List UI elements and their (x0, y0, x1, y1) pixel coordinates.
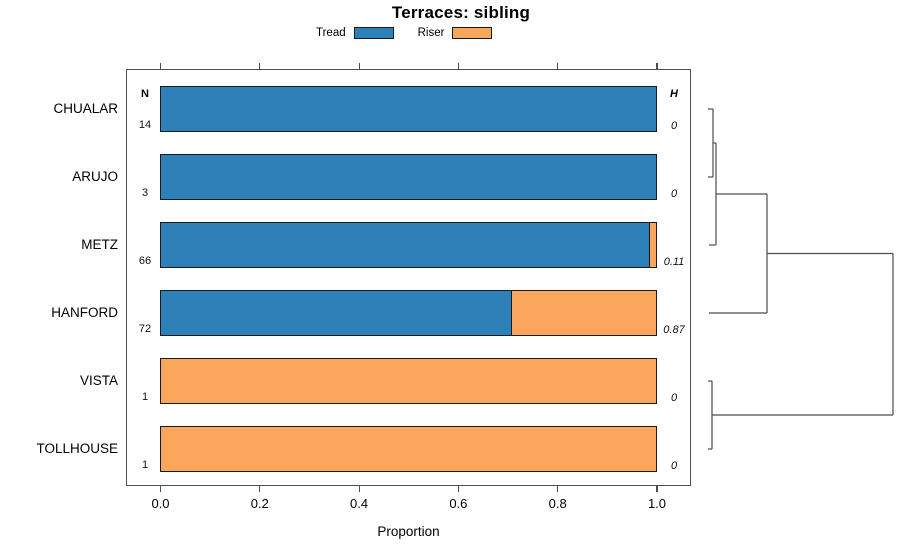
axis-tick-label: 0.6 (449, 496, 468, 511)
axis-tick-bottom (656, 486, 658, 492)
legend-swatch-riser-icon (452, 27, 493, 39)
category-label: VISTA (79, 373, 118, 388)
tread-segment (161, 223, 649, 267)
tread-segment (161, 291, 512, 335)
h-value: 0 (670, 459, 678, 472)
axis-tick-bottom (159, 486, 162, 492)
axis-tick-bottom (358, 486, 360, 492)
axis-tick-top (159, 63, 162, 69)
n-value: 3 (141, 187, 149, 199)
stacked-bar (160, 358, 657, 404)
x-axis-title: Proportion (377, 524, 440, 539)
tread-segment (161, 155, 656, 199)
stacked-bar (160, 222, 657, 268)
plot-frame (126, 69, 691, 486)
riser-segment (648, 223, 656, 267)
category-label: ARUJO (72, 169, 118, 184)
stacked-bar (160, 290, 657, 336)
axis-tick-top (656, 63, 658, 69)
axis-tick-top (457, 63, 459, 69)
h-value: 0 (670, 391, 678, 404)
n-value: 1 (141, 391, 149, 403)
n-value: 14 (138, 119, 152, 131)
axis-tick-label: 0.2 (250, 496, 269, 511)
axis-tick-bottom (557, 486, 559, 492)
h-column-header: H (670, 88, 678, 100)
h-value: 0 (670, 119, 678, 132)
n-value: 72 (138, 323, 152, 335)
stacked-bar (160, 86, 657, 132)
axis-tick-top (358, 63, 360, 69)
h-value: 0.11 (663, 255, 685, 268)
axis-tick-label: 1.0 (647, 496, 667, 511)
legend: Tread Riser (316, 27, 493, 39)
h-value: 0 (670, 187, 678, 200)
stacked-bar (160, 426, 657, 472)
axis-tick-label: 0.0 (151, 496, 170, 511)
chart-title: Terraces: sibling (391, 3, 531, 22)
category-label: HANFORD (51, 305, 118, 320)
n-value: 66 (138, 255, 152, 267)
riser-segment (161, 359, 656, 403)
axis-tick-bottom (457, 486, 459, 492)
n-value: 1 (141, 459, 149, 471)
riser-segment (161, 427, 656, 471)
tread-segment (161, 87, 656, 131)
axis-tick-label: 0.4 (350, 496, 369, 511)
n-column-header: N (141, 88, 149, 100)
axis-tick-top (557, 63, 559, 69)
axis-tick-label: 0.8 (548, 496, 567, 511)
category-label: CHUALAR (53, 101, 118, 116)
legend-label-riser: Riser (417, 27, 445, 39)
legend-swatch-tread-icon (353, 27, 394, 39)
h-value: 0.87 (663, 323, 685, 336)
category-label: METZ (81, 237, 118, 252)
riser-segment (511, 291, 656, 335)
axis-tick-top (259, 63, 261, 69)
axis-tick-bottom (259, 486, 261, 492)
category-label: TOLLHOUSE (36, 441, 118, 456)
legend-label-tread: Tread (316, 27, 346, 39)
stacked-bar (160, 154, 657, 200)
